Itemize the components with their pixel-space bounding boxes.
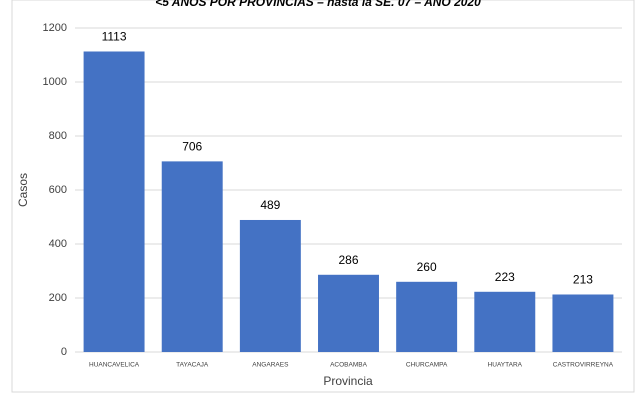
x-tick-label: HUANCAVELICA xyxy=(89,362,140,369)
y-tick-label: 1200 xyxy=(43,22,67,34)
x-axis-title: Provincia xyxy=(323,374,373,388)
y-tick-label: 800 xyxy=(49,130,67,142)
x-tick-label: HUAYTARA xyxy=(488,362,523,369)
bar xyxy=(83,51,145,353)
data-label: 260 xyxy=(417,260,437,274)
bar xyxy=(161,161,223,352)
data-label: 286 xyxy=(338,253,358,267)
data-label: 706 xyxy=(182,140,202,154)
y-axis-title: Casos xyxy=(16,173,30,207)
chart-title: <5 AÑOS POR PROVINCIAS – hasta la SE. 07… xyxy=(155,0,481,9)
data-label: 489 xyxy=(260,198,280,212)
bar xyxy=(552,294,614,352)
y-tick-label: 0 xyxy=(61,346,67,358)
y-tick-label: 400 xyxy=(49,238,67,250)
x-tick-label: ANGARAES xyxy=(252,362,289,369)
y-tick-label: 1000 xyxy=(43,76,67,88)
data-label: 213 xyxy=(573,273,593,287)
y-tick-label: 200 xyxy=(49,292,67,304)
data-label: 1113 xyxy=(102,30,127,44)
chart-border xyxy=(11,0,635,393)
x-tick-label: CHURCAMPA xyxy=(406,362,448,369)
x-tick-label: CASTROVIRREYNA xyxy=(553,362,614,369)
x-tick-label: TAYACAJA xyxy=(176,362,209,369)
data-label: 223 xyxy=(495,270,515,284)
bar xyxy=(318,274,379,352)
y-tick-label: 600 xyxy=(49,184,67,196)
bar xyxy=(396,281,458,352)
bar xyxy=(474,291,536,352)
x-tick-label: ACOBAMBA xyxy=(330,362,368,369)
bar xyxy=(239,219,301,352)
